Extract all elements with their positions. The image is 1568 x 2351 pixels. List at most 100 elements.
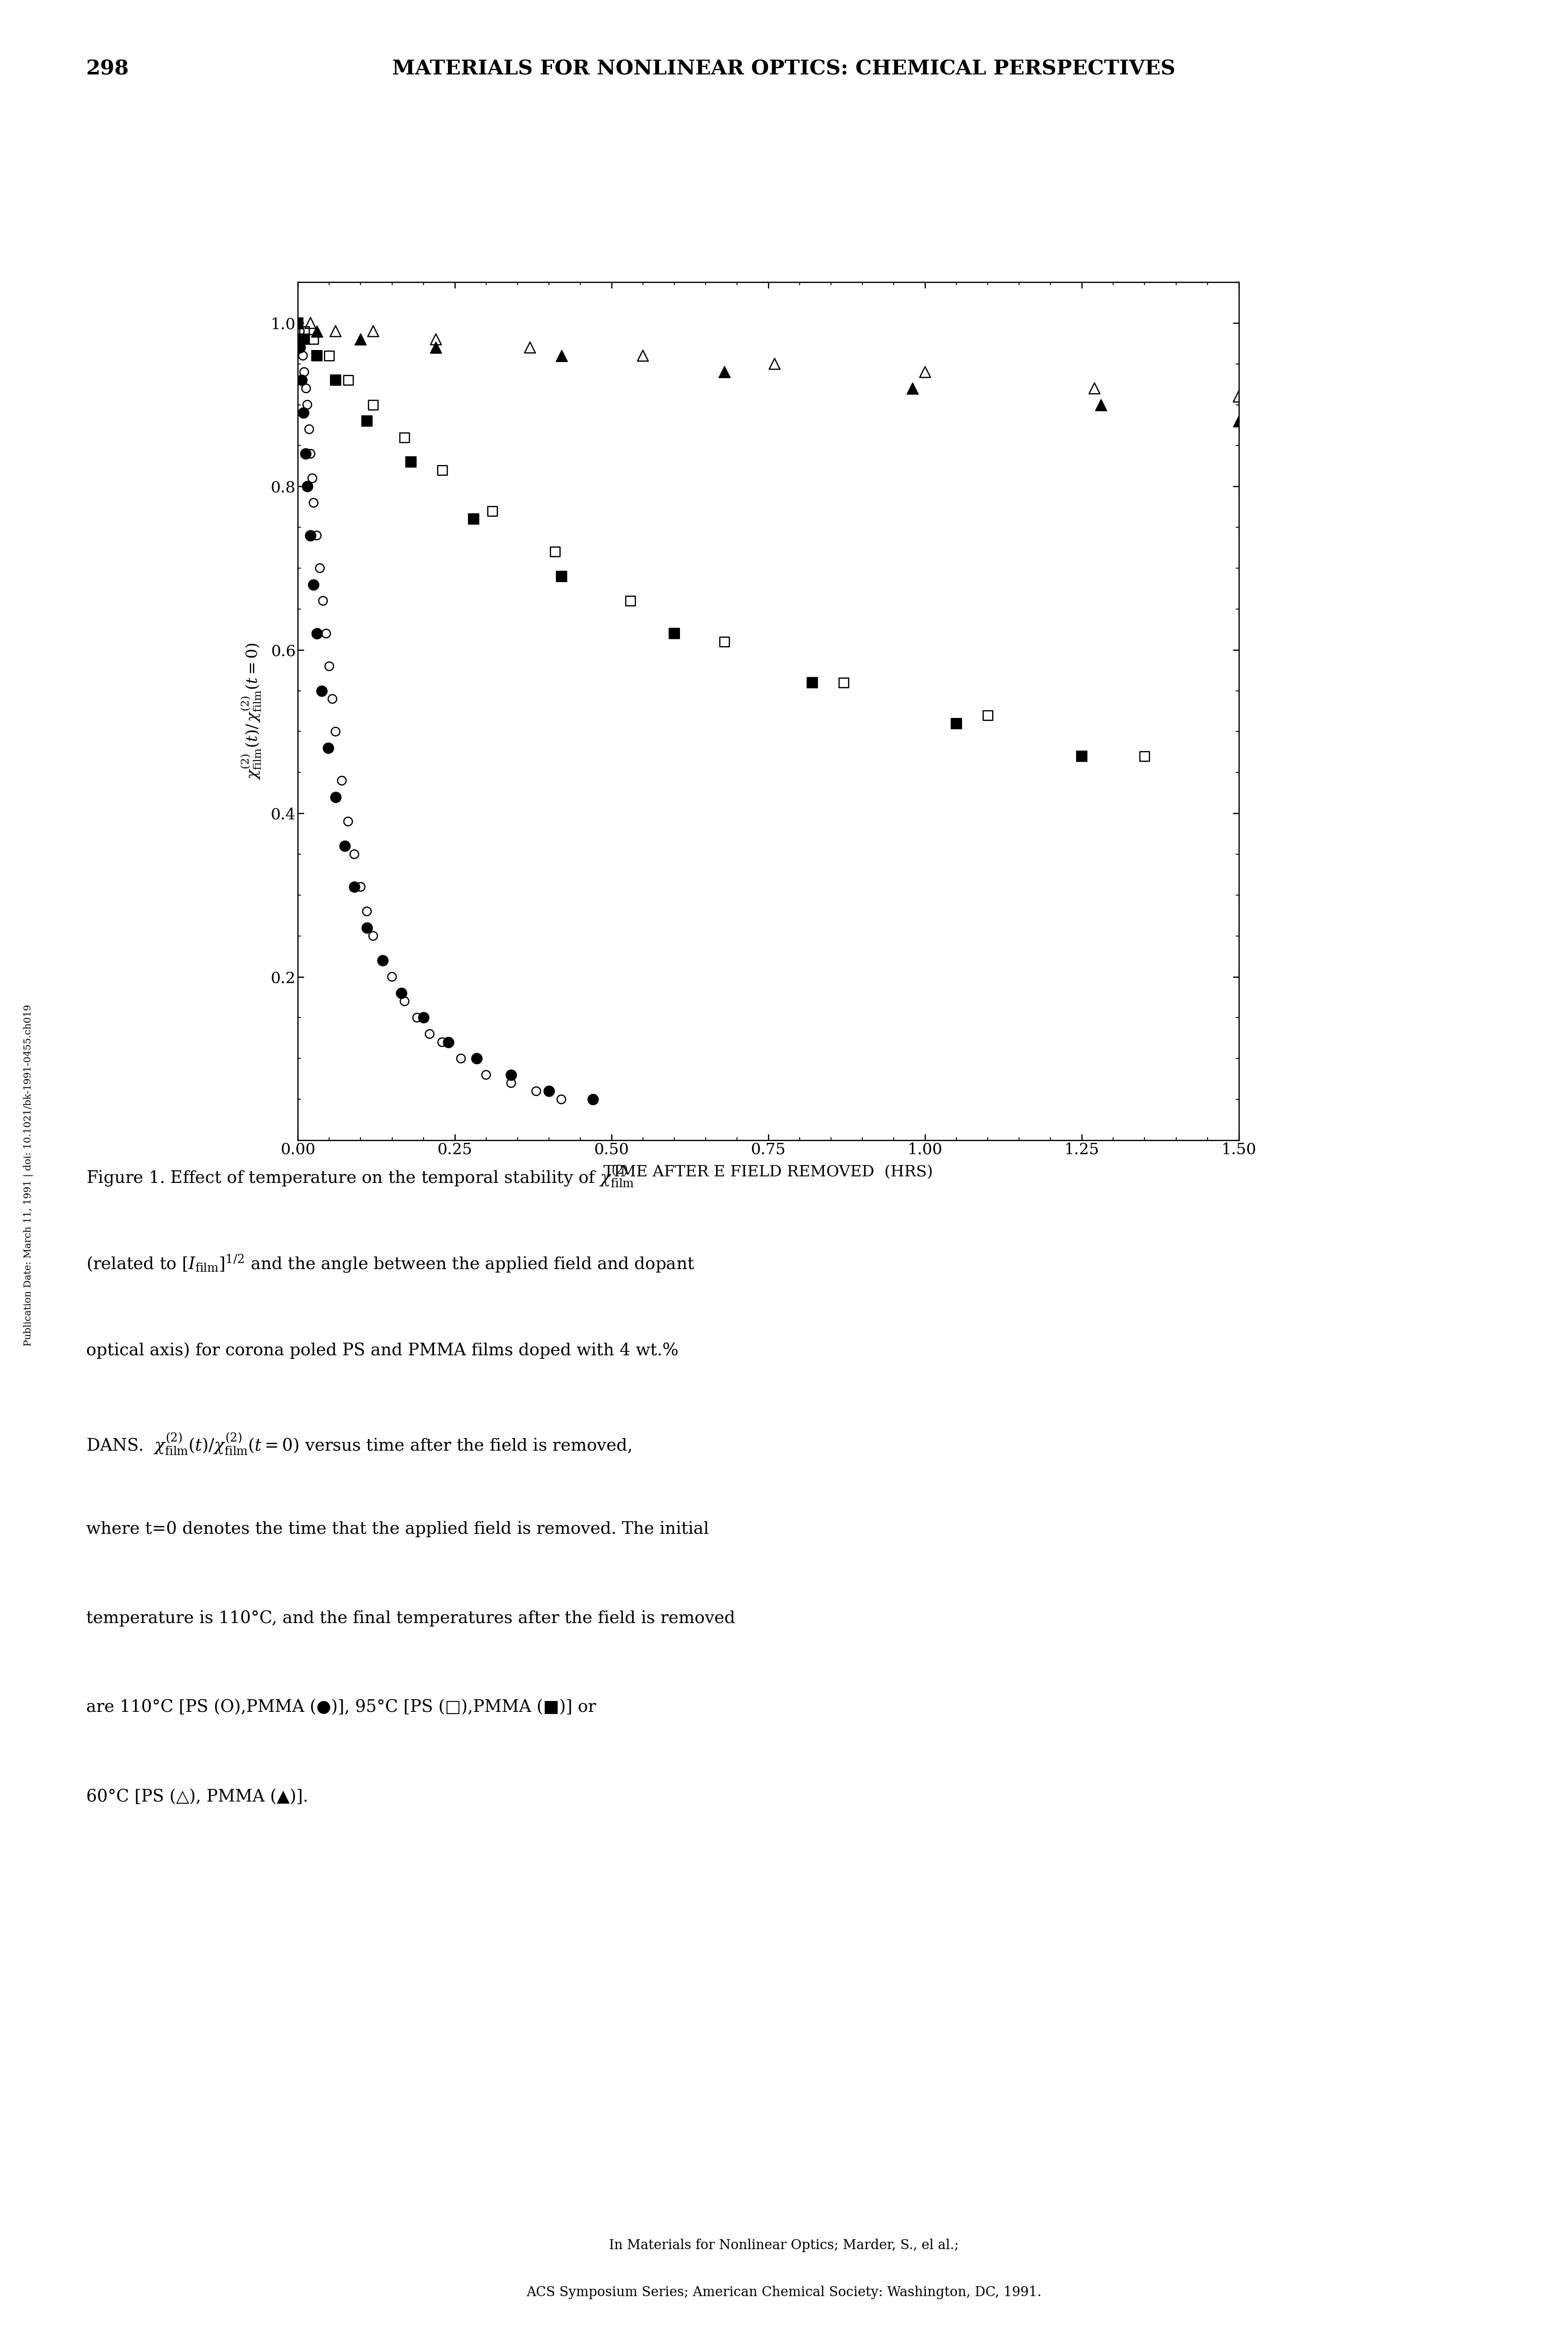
- Point: [296, 411, 321, 449]
- Text: (related to $[I_{\rm film}]^{1/2}$ and the angle between the applied field and d: (related to $[I_{\rm film}]^{1/2}$ and t…: [86, 1253, 695, 1274]
- Point: [292, 320, 317, 357]
- Point: [310, 583, 336, 621]
- Point: [304, 313, 329, 350]
- Point: [423, 329, 448, 367]
- Point: [289, 362, 314, 400]
- Point: [580, 1081, 605, 1119]
- Point: [301, 484, 326, 522]
- Point: [405, 999, 430, 1037]
- Point: [536, 1072, 561, 1110]
- Point: [342, 868, 367, 905]
- Point: [549, 557, 574, 595]
- Point: [292, 395, 317, 433]
- Point: [430, 1023, 455, 1060]
- Text: where t=0 denotes the time that the applied field is removed. The initial: where t=0 denotes the time that the appl…: [86, 1521, 709, 1538]
- Point: [309, 672, 334, 710]
- Point: [543, 534, 568, 571]
- Point: [285, 303, 310, 341]
- Point: [299, 458, 325, 496]
- Point: [323, 362, 348, 400]
- Point: [314, 614, 339, 651]
- Point: [361, 917, 386, 955]
- Point: [423, 320, 448, 357]
- Point: [1088, 386, 1113, 423]
- Point: [289, 320, 314, 357]
- Point: [1082, 369, 1107, 407]
- Point: [499, 1065, 524, 1103]
- Point: [304, 336, 329, 374]
- Point: [285, 303, 310, 341]
- Point: [317, 647, 342, 684]
- Point: [292, 353, 317, 390]
- Text: Publication Date: March 11, 1991 | doi: 10.1021/bk-1991-0455.ch019: Publication Date: March 11, 1991 | doi: …: [24, 1004, 33, 1347]
- Point: [292, 313, 317, 350]
- Point: [900, 369, 925, 407]
- Point: [354, 910, 379, 947]
- Text: 60°C [PS (△), PMMA (▲)].: 60°C [PS (△), PMMA (▲)].: [86, 1789, 309, 1806]
- Point: [361, 313, 386, 350]
- Point: [287, 329, 312, 367]
- Point: [342, 835, 367, 872]
- Point: [389, 973, 414, 1011]
- Point: [618, 583, 643, 621]
- Point: [517, 329, 543, 367]
- Point: [436, 1023, 461, 1060]
- Point: [549, 336, 574, 374]
- Point: [332, 828, 358, 865]
- Text: ACS Symposium Series; American Chemical Society: Washington, DC, 1991.: ACS Symposium Series; American Chemical …: [527, 2285, 1041, 2299]
- Point: [379, 957, 405, 994]
- Text: are 110°C [PS (O),PMMA (●)], 95°C [PS (□),PMMA (■)] or: are 110°C [PS (O),PMMA (●)], 95°C [PS (□…: [86, 1700, 596, 1716]
- Point: [1226, 402, 1251, 440]
- Point: [348, 320, 373, 357]
- Point: [411, 999, 436, 1037]
- Point: [285, 303, 310, 341]
- Point: [392, 983, 417, 1020]
- Text: 298: 298: [86, 59, 129, 80]
- Point: [323, 313, 348, 350]
- Text: Figure 1. Effect of temperature on the temporal stability of $\chi^{(2)}_{\rm fi: Figure 1. Effect of temperature on the t…: [86, 1164, 635, 1187]
- Y-axis label: $\chi^{(2)}_{\rm film}(t)/\,\chi^{(2)}_{\rm film}(t{=}0)$: $\chi^{(2)}_{\rm film}(t)/\,\chi^{(2)}_{…: [240, 642, 262, 781]
- Point: [975, 696, 1000, 734]
- Point: [499, 1056, 524, 1093]
- Point: [285, 303, 310, 341]
- X-axis label: TIME AFTER E FIELD REMOVED  (HRS): TIME AFTER E FIELD REMOVED (HRS): [604, 1164, 933, 1180]
- Point: [354, 402, 379, 440]
- Point: [430, 451, 455, 489]
- Point: [392, 418, 417, 456]
- Point: [712, 353, 737, 390]
- Point: [295, 386, 320, 423]
- Point: [524, 1072, 549, 1110]
- Point: [480, 491, 505, 529]
- Point: [831, 663, 856, 701]
- Point: [298, 303, 323, 341]
- Point: [398, 442, 423, 480]
- Text: MATERIALS FOR NONLINEAR OPTICS: CHEMICAL PERSPECTIVES: MATERIALS FOR NONLINEAR OPTICS: CHEMICAL…: [392, 59, 1176, 80]
- Point: [293, 435, 318, 473]
- Point: [549, 1081, 574, 1119]
- Point: [323, 712, 348, 750]
- Text: In Materials for Nonlinear Optics; Marder, S., el al.;: In Materials for Nonlinear Optics; Marde…: [608, 2238, 960, 2252]
- Point: [285, 303, 310, 341]
- Point: [290, 336, 315, 374]
- Point: [348, 868, 373, 905]
- Point: [370, 943, 395, 980]
- Point: [448, 1039, 474, 1077]
- Point: [354, 893, 379, 931]
- Point: [287, 313, 312, 350]
- Point: [662, 614, 687, 651]
- Point: [301, 320, 326, 357]
- Point: [301, 567, 326, 604]
- Point: [336, 362, 361, 400]
- Text: DANS.  $\chi^{(2)}_{\rm film}(t)/\chi^{(2)}_{\rm film}(t{=}0)$ versus time after: DANS. $\chi^{(2)}_{\rm film}(t)/\chi^{(2…: [86, 1432, 632, 1455]
- Point: [285, 303, 310, 341]
- Point: [370, 943, 395, 980]
- Point: [1069, 738, 1094, 776]
- Point: [329, 762, 354, 799]
- Point: [323, 778, 348, 816]
- Text: temperature is 110°C, and the final temperatures after the field is removed: temperature is 110°C, and the final temp…: [86, 1610, 735, 1627]
- Point: [474, 1056, 499, 1093]
- Point: [298, 517, 323, 555]
- Point: [1132, 738, 1157, 776]
- Point: [630, 336, 655, 374]
- Point: [944, 705, 969, 743]
